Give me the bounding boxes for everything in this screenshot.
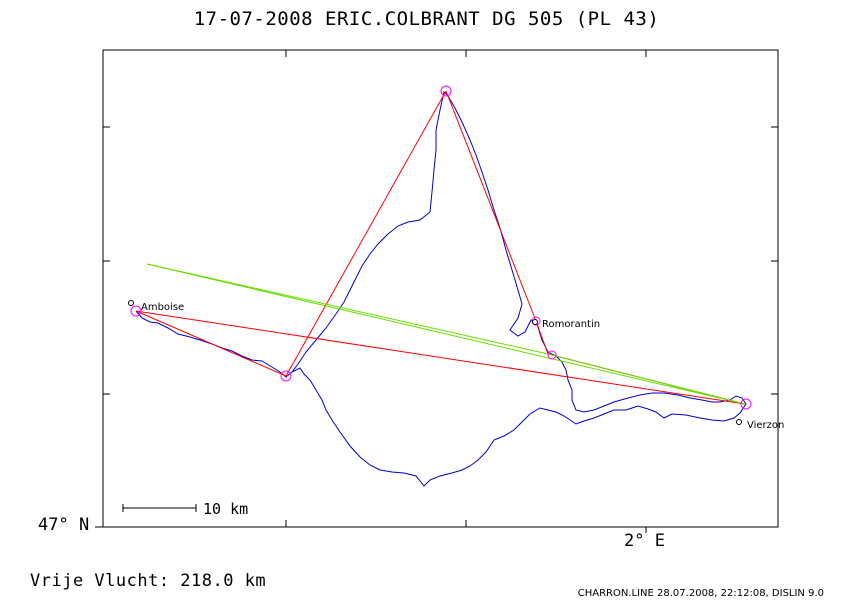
turnpoint-marker	[130, 305, 142, 317]
turnpoint-marker	[547, 350, 557, 360]
turnpoints	[130, 85, 752, 410]
scale-bar-label: 10 km	[203, 500, 249, 518]
city-marker-vierzon	[736, 419, 742, 425]
task-triangle	[135, 90, 746, 405]
turnpoint-marker	[440, 85, 452, 97]
map-frame	[102, 49, 779, 528]
turnpoint-marker	[531, 316, 541, 326]
flight-track	[135, 91, 747, 487]
city-label-vierzon: Vierzon	[747, 420, 785, 431]
longitude-label: 2° E	[624, 531, 665, 551]
footer-text: CHARRON.LINE 28.07.2008, 22:12:08, DISLI…	[577, 588, 824, 599]
city-label-amboise: Amboise	[141, 302, 185, 313]
start-lines	[146, 263, 746, 405]
scale-bar	[122, 504, 197, 512]
turnpoint-marker	[740, 398, 752, 410]
city-label-romorantin: Romorantin	[542, 319, 601, 330]
chart-title: 17-07-2008 ERIC.COLBRANT DG 505 (PL 43)	[193, 8, 660, 30]
city-marker-romorantin	[532, 319, 538, 325]
distance-label: Vrije Vlucht: 218.0 km	[30, 571, 267, 591]
frame-ticks	[95, 50, 778, 533]
city-markers	[128, 300, 742, 425]
turnpoint-marker	[280, 370, 292, 382]
latitude-label: 47° N	[38, 515, 90, 535]
city-marker-amboise	[128, 300, 134, 306]
